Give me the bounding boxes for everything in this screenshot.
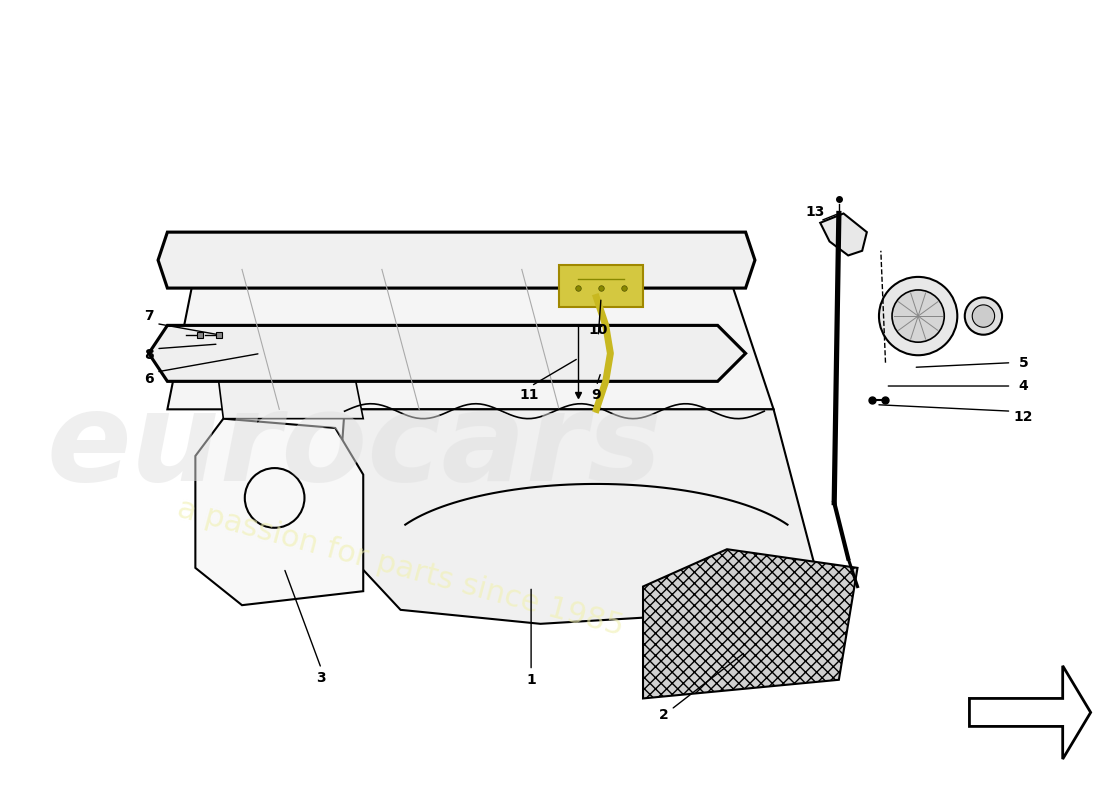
Text: 1: 1 xyxy=(526,673,536,686)
Polygon shape xyxy=(148,326,746,382)
Text: 2: 2 xyxy=(659,708,669,722)
Text: 12: 12 xyxy=(1014,410,1033,424)
Circle shape xyxy=(892,290,944,342)
Text: eurocars: eurocars xyxy=(46,386,662,507)
Polygon shape xyxy=(559,265,643,306)
Text: 5: 5 xyxy=(1019,356,1028,370)
Text: 9: 9 xyxy=(592,388,602,402)
Polygon shape xyxy=(219,372,363,418)
Text: 6: 6 xyxy=(144,373,154,386)
Circle shape xyxy=(965,298,1002,334)
Text: 10: 10 xyxy=(588,323,608,337)
Circle shape xyxy=(879,277,957,355)
Polygon shape xyxy=(821,214,867,255)
Polygon shape xyxy=(167,270,773,410)
Circle shape xyxy=(972,305,994,327)
Polygon shape xyxy=(158,232,755,288)
Text: 4: 4 xyxy=(1019,379,1028,393)
Text: 7: 7 xyxy=(144,309,154,323)
Text: 11: 11 xyxy=(519,388,539,402)
Polygon shape xyxy=(196,418,363,605)
Text: 8: 8 xyxy=(144,348,154,362)
Text: 13: 13 xyxy=(806,205,825,218)
Polygon shape xyxy=(336,410,821,624)
Text: a passion for parts since 1985: a passion for parts since 1985 xyxy=(174,494,627,642)
Text: 3: 3 xyxy=(317,671,326,685)
Polygon shape xyxy=(644,550,858,698)
